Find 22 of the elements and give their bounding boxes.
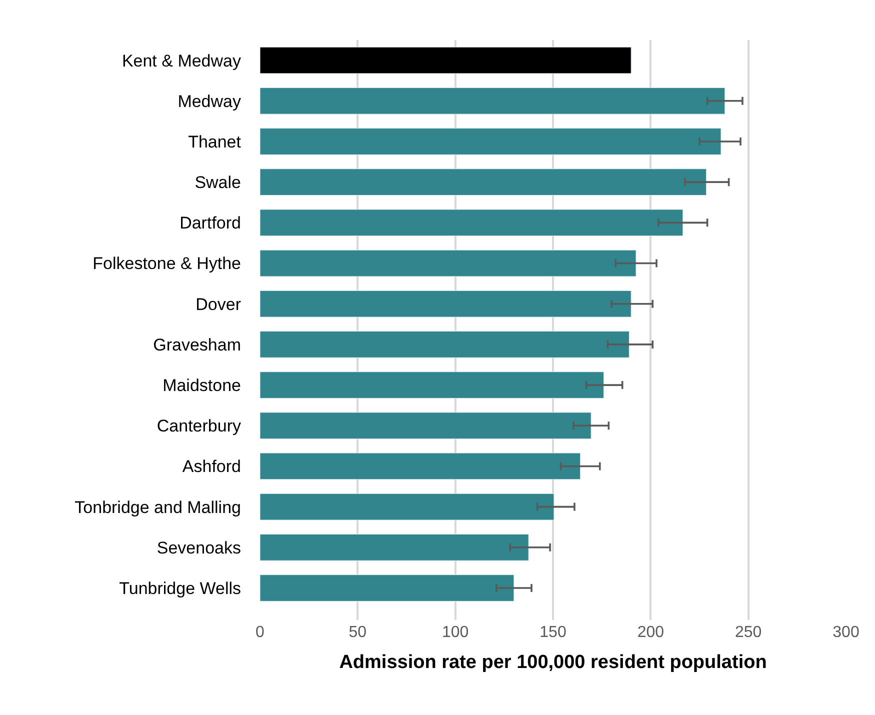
y-tick-label: Maidstone [162, 376, 241, 395]
x-tick-label: 250 [734, 624, 762, 641]
y-tick-label: Swale [194, 173, 241, 192]
y-tick-label: Dartford [180, 214, 241, 233]
x-axis-title: Admission rate per 100,000 resident population [339, 652, 767, 673]
x-tick-label: 50 [348, 624, 367, 641]
x-tick-label: 0 [256, 624, 265, 641]
y-tick-label: Tonbridge and Malling [74, 498, 241, 517]
y-tick-label: Ashford [182, 457, 241, 476]
y-tick-label: Thanet [188, 132, 242, 152]
y-tick-label: Canterbury [156, 416, 242, 436]
y-tick-label: Folkestone & Hythe [92, 254, 241, 274]
y-tick-label: Tunbridge Wells [119, 578, 241, 598]
x-tick-label: 150 [540, 624, 566, 641]
y-tick-label: Gravesham [153, 335, 241, 354]
x-tick-label: 200 [637, 624, 664, 641]
x-tick-label: 100 [442, 624, 469, 641]
y-tick-label: Kent & Medway [122, 51, 242, 70]
y-tick-label: Medway [178, 92, 242, 111]
y-tick-label: Dover [196, 294, 242, 314]
y-tick-label: Sevenoaks [156, 538, 241, 558]
x-tick-label: 300 [832, 624, 860, 641]
